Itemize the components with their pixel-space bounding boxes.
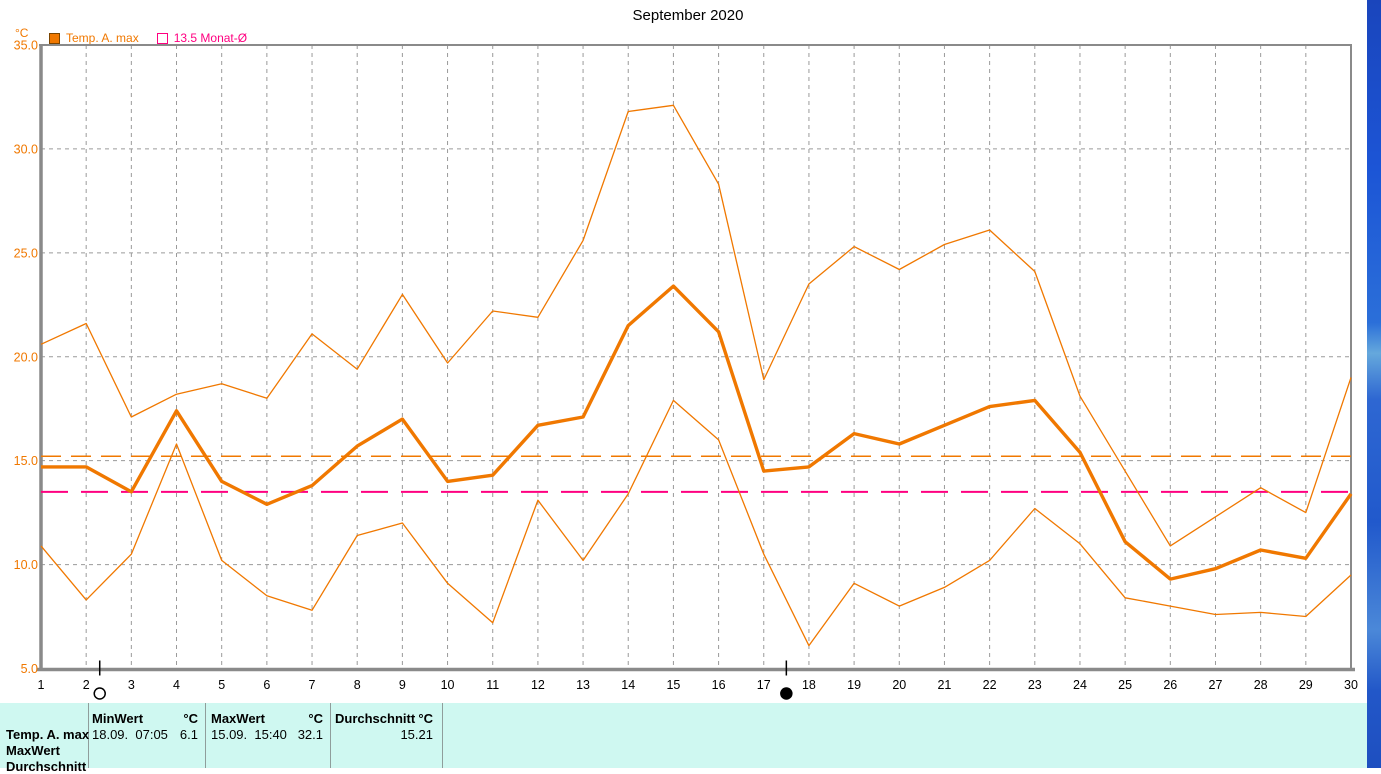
series-tagesmaximum	[40, 104, 1352, 547]
x-tick-label: 11	[486, 678, 499, 692]
x-tick-label: 9	[399, 678, 406, 692]
x-tick-label: 13	[576, 678, 590, 692]
desktop-background-strip	[1367, 0, 1381, 768]
table-separator	[442, 703, 443, 768]
minwert-datetime: 18.09. 07:05	[92, 727, 168, 742]
x-tick-label: 17	[757, 678, 771, 692]
x-tick-label: 30	[1344, 678, 1358, 692]
chart-title: September 2020	[632, 7, 744, 24]
legend-label: Temp. A. max	[66, 31, 139, 45]
col-header-durchschnitt: Durchschnitt	[335, 711, 416, 726]
durchschnitt-value: 15.21	[400, 727, 433, 742]
table-separator	[205, 703, 206, 768]
x-tick-label: 19	[847, 678, 861, 692]
row-label-maxwert: MaxWert	[6, 743, 60, 758]
minwert-value: 6.1	[179, 727, 198, 742]
legend-swatch-filled-icon	[49, 32, 60, 44]
table-separator	[88, 703, 89, 768]
col-header-minwert: MinWert	[92, 711, 144, 726]
maxwert-value: 32.1	[297, 727, 323, 742]
y-tick-label: 20.0	[14, 350, 38, 364]
y-tick-label: 30.0	[14, 142, 38, 156]
x-tick-label: 29	[1299, 678, 1313, 692]
maxwert-datetime: 15.09. 15:40	[211, 727, 287, 742]
y-tick-label: 10.0	[14, 558, 38, 572]
col-header-durchschnitt-unit: °C	[418, 711, 433, 726]
x-tick-label: 16	[712, 678, 726, 692]
x-tick-label: 23	[1028, 678, 1042, 692]
x-tick-label: 20	[892, 678, 906, 692]
x-tick-label: 15	[666, 678, 680, 692]
table-separator	[330, 703, 331, 768]
legend-item-temp-a-max[interactable]: Temp. A. max	[49, 31, 139, 45]
row-label-durchschnitt: Durchschnitt	[6, 759, 87, 774]
x-tick-label: 12	[531, 678, 545, 692]
y-tick-label: 25.0	[14, 246, 38, 260]
x-tick-label: 26	[1163, 678, 1177, 692]
legend-swatch-hollow-icon	[156, 32, 168, 44]
col-header-maxwert: MaxWert	[211, 711, 265, 726]
x-tick-label: 10	[441, 678, 455, 692]
x-tick-label: 3	[128, 678, 135, 692]
x-tick-label: 2	[83, 678, 90, 692]
y-tick-label: 35.0	[14, 39, 38, 53]
legend-item-month-avg[interactable]: 13.5 Monat-Ø	[156, 31, 248, 45]
x-tick-label: 1	[38, 678, 45, 692]
legend-label: 13.5 Monat-Ø	[173, 31, 248, 45]
x-tick-label: 14	[621, 678, 635, 692]
row-label-sensor: Temp. A. max	[6, 727, 90, 742]
series-tagesminimum	[40, 399, 1352, 647]
full-moon-marker-icon	[93, 687, 106, 700]
x-tick-label: 6	[263, 678, 270, 692]
y-axis-unit-label: °C	[15, 26, 29, 40]
x-tick-label: 25	[1118, 678, 1132, 692]
x-tick-label: 27	[1209, 678, 1223, 692]
col-header-maxwert-unit: °C	[308, 711, 323, 726]
x-tick-label: 28	[1254, 678, 1268, 692]
new-moon-marker-icon	[780, 687, 793, 700]
legend: Temp. A. max 13.5 Monat-Ø	[49, 31, 265, 46]
x-tick-label: 22	[983, 678, 997, 692]
col-header-minwert-unit: °C	[183, 711, 198, 726]
x-tick-label: 18	[802, 678, 816, 692]
series-tagesmittel	[41, 284, 1353, 581]
x-tick-label: 8	[354, 678, 361, 692]
x-tick-label: 7	[309, 678, 316, 692]
x-tick-label: 5	[218, 678, 225, 692]
y-tick-label: 15.0	[14, 454, 38, 468]
y-tick-label: 5.0	[21, 662, 38, 676]
stats-table: MinWert °C MaxWert °C Durchschnitt °C Te…	[0, 703, 1367, 774]
x-tick-label: 4	[173, 678, 180, 692]
x-tick-label: 21	[937, 678, 951, 692]
x-tick-label: 24	[1073, 678, 1087, 692]
